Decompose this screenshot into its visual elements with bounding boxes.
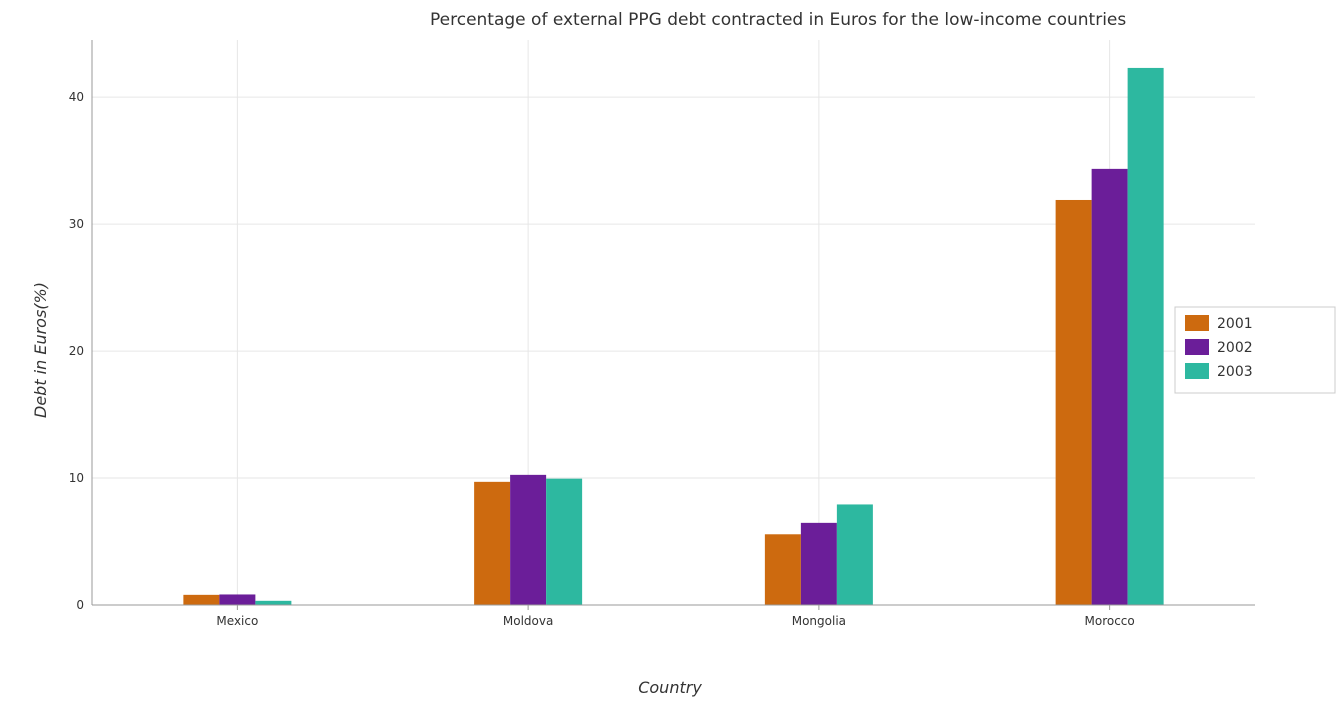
bar — [1127, 67, 1164, 605]
bar — [764, 534, 801, 605]
y-tick-label: 0 — [76, 598, 84, 612]
y-tick-label: 40 — [69, 90, 84, 104]
legend-swatch — [1185, 315, 1209, 331]
bar — [546, 478, 583, 605]
x-axis-label: Country — [638, 678, 702, 697]
legend-label: 2003 — [1217, 364, 1253, 380]
bars — [183, 67, 1164, 605]
bar — [836, 504, 873, 605]
bar — [800, 522, 837, 605]
x-tick-label: Mongolia — [792, 614, 846, 628]
x-tick-label: Mexico — [216, 614, 258, 628]
bar — [1055, 199, 1092, 605]
axes: 0 10 20 30 40 Mexico Moldova Mongolia Morocco — [69, 40, 1255, 628]
legend-label: 2002 — [1217, 340, 1253, 356]
legend-label: 2001 — [1217, 316, 1253, 332]
bar — [183, 594, 220, 605]
legend-swatch — [1185, 339, 1209, 355]
x-tick-label: Morocco — [1085, 614, 1135, 628]
legend-swatch — [1185, 363, 1209, 379]
bar — [510, 474, 547, 605]
bar — [1091, 168, 1128, 605]
bar — [219, 594, 256, 605]
y-tick-label: 30 — [69, 217, 84, 231]
bar — [474, 481, 511, 605]
bar — [255, 600, 292, 605]
legend: 2001 2002 2003 — [1174, 306, 1336, 394]
y-tick-label: 10 — [69, 471, 84, 485]
x-tick-label: Moldova — [503, 614, 553, 628]
y-tick-label: 20 — [69, 344, 84, 358]
chart-title: Percentage of external PPG debt contract… — [430, 10, 1126, 30]
y-axis-label: Debt in Euros(%) — [31, 282, 50, 418]
